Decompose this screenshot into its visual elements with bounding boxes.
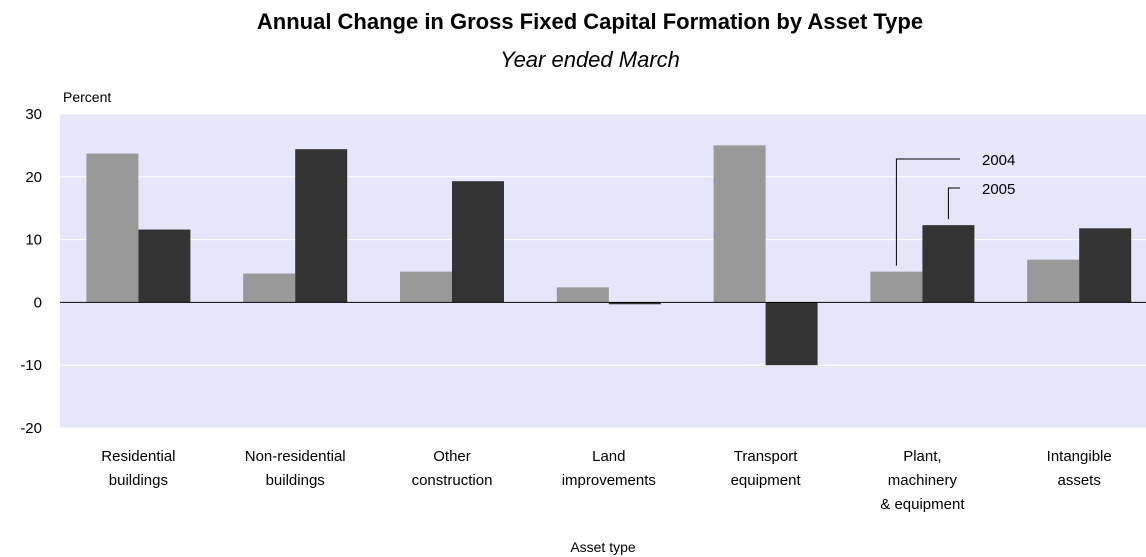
bar (1079, 228, 1132, 303)
bar (295, 149, 348, 303)
chart-subtitle: Year ended March (500, 47, 680, 72)
y-tick-label: -10 (20, 357, 42, 374)
y-axis-label: Percent (63, 89, 111, 105)
y-tick-label: 0 (34, 294, 42, 311)
x-tick-label: Transport equipment (730, 448, 801, 489)
bar (452, 181, 504, 303)
bar (86, 153, 139, 303)
legend-label: 2005 (982, 181, 1015, 198)
x-tick-label: Plant, machinery & equipment (880, 448, 965, 513)
legend-leader (947, 187, 960, 220)
bar (400, 271, 452, 303)
x-axis-label: Asset type (570, 539, 636, 555)
bar (922, 225, 975, 303)
x-tick-label: Land improvements (561, 448, 656, 489)
x-tick-label: Non-residential buildings (244, 448, 346, 489)
bar (243, 273, 296, 303)
bar (1027, 259, 1080, 303)
bar (556, 287, 609, 303)
legend-leader (895, 158, 960, 266)
bar (870, 271, 923, 303)
x-tick-label: Residential buildings (101, 448, 176, 489)
bar (713, 145, 766, 303)
bar (138, 229, 191, 303)
x-tick-label: Intangible assets (1046, 448, 1112, 489)
x-tick-label: Other construction (411, 448, 493, 489)
y-tick-label: 20 (25, 169, 42, 186)
y-tick-label: 30 (25, 106, 42, 123)
bar (765, 302, 818, 366)
y-tick-label: 10 (25, 232, 42, 249)
bar (608, 302, 661, 305)
chart-title: Annual Change in Gross Fixed Capital For… (257, 9, 923, 34)
y-tick-label: -20 (20, 420, 42, 437)
legend-label: 2004 (982, 152, 1015, 169)
